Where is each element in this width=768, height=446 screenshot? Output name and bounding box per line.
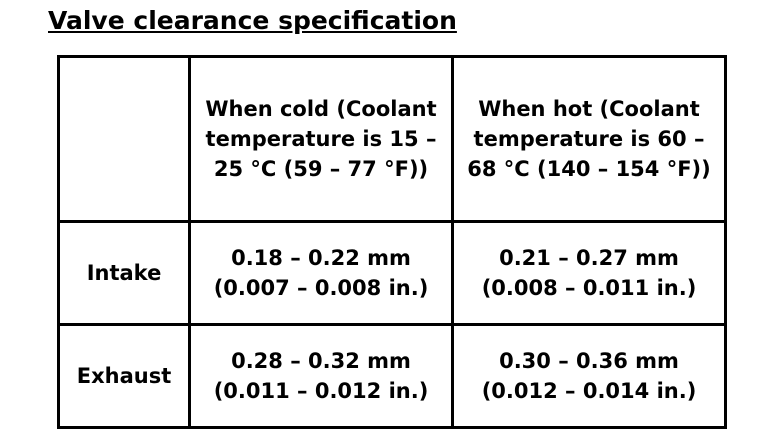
column-header: When hot (Coolant temperature is 60 – 68… [451, 55, 727, 223]
cell: 0.28 – 0.32 mm (0.011 – 0.012 in.) [188, 323, 454, 429]
cell: 0.21 – 0.27 mm (0.008 – 0.011 in.) [451, 220, 727, 326]
header-row: When cold (Coolant temperature is 15 – 2… [57, 55, 727, 223]
row-label: Intake [57, 220, 191, 326]
row: Intake 0.18 – 0.22 mm (0.007 – 0.008 in.… [57, 220, 727, 326]
cell: 0.30 – 0.36 mm (0.012 – 0.014 in.) [451, 323, 727, 429]
cell: 0.18 – 0.22 mm (0.007 – 0.008 in.) [188, 220, 454, 326]
row: Exhaust 0.28 – 0.32 mm (0.011 – 0.012 in… [57, 323, 727, 429]
corner-cell [57, 55, 191, 223]
column-header: When cold (Coolant temperature is 15 – 2… [188, 55, 454, 223]
row-label: Exhaust [57, 323, 191, 429]
spec-table: When cold (Coolant temperature is 15 – 2… [57, 55, 727, 429]
title: Valve clearance specification [48, 6, 457, 35]
